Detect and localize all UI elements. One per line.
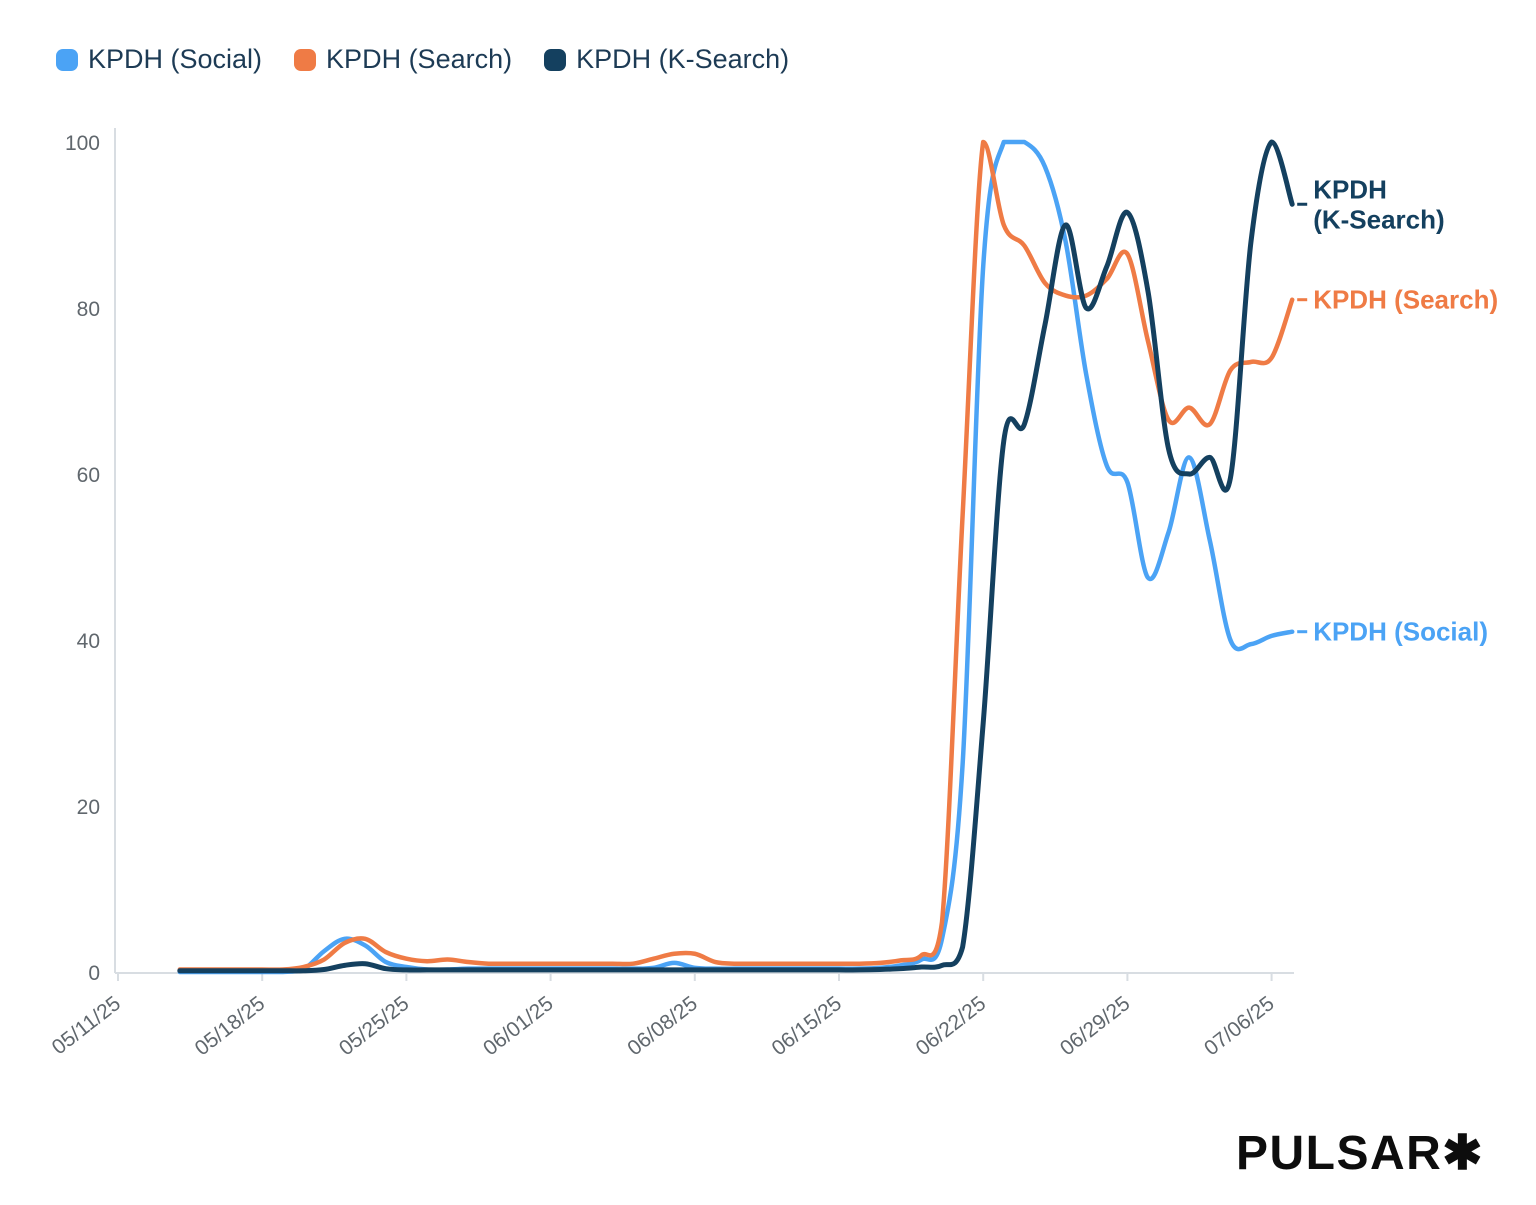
pulsar-logo: PULSAR✱ <box>1235 1127 1484 1180</box>
x-tick-label: 07/06/25 <box>1200 992 1279 1060</box>
x-tick-label: 06/08/25 <box>623 992 702 1060</box>
x-tick-label: 05/25/25 <box>335 992 414 1060</box>
y-tick-label: 40 <box>77 630 100 653</box>
series-end-label: KPDH (Search) <box>1313 285 1498 315</box>
y-tick-label: 0 <box>88 962 100 985</box>
series-end-label: KPDH (Social) <box>1313 617 1488 647</box>
x-tick-label: 05/18/25 <box>191 992 270 1060</box>
legend-swatch-ksearch <box>544 48 567 71</box>
legend-item-search[interactable]: KPDH (Search) <box>294 44 512 75</box>
y-tick-label: 60 <box>77 464 100 487</box>
legend-label-ksearch: KPDH (K-Search) <box>576 44 790 74</box>
legend-label-social: KPDH (Social) <box>88 44 263 74</box>
y-tick-label: 100 <box>65 132 100 155</box>
x-tick-label: 06/01/25 <box>479 992 558 1060</box>
series-line-kpdh-social- <box>177 139 1295 975</box>
y-tick-label: 20 <box>77 796 100 819</box>
chart-legend: KPDH (Social) KPDH (Search) KPDH (K-Sear… <box>56 44 789 75</box>
legend-label-search: KPDH (Search) <box>326 44 513 74</box>
legend-item-social[interactable]: KPDH (Social) <box>56 44 262 75</box>
series-end-label: (K-Search) <box>1313 204 1444 234</box>
y-tick-label: 80 <box>77 298 100 321</box>
series-end-label: KPDH <box>1313 174 1387 204</box>
x-tick-label: 06/29/25 <box>1056 992 1135 1060</box>
legend-item-ksearch[interactable]: KPDH (K-Search) <box>544 44 789 75</box>
legend-swatch-search <box>294 48 317 71</box>
series-line-kpdh-search- <box>177 139 1295 972</box>
x-tick-label: 06/15/25 <box>767 992 846 1060</box>
series-line-kpdh-k-search- <box>177 139 1295 974</box>
x-tick-label: 06/22/25 <box>912 992 991 1060</box>
x-tick-label: 05/11/25 <box>48 992 125 1059</box>
legend-swatch-social <box>56 48 78 71</box>
